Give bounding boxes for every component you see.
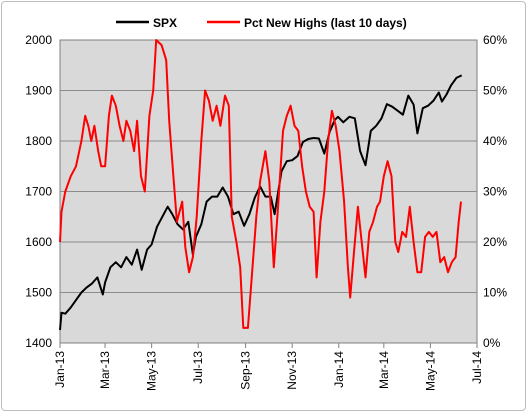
- grid-layer: [60, 90, 477, 293]
- x-tick-label: Jan-14: [332, 351, 346, 388]
- legend: SPX Pct New Highs (last 10 days): [116, 16, 407, 30]
- x-tick-label: Nov-13: [285, 351, 299, 390]
- y-left-tick-label: 1600: [25, 235, 52, 249]
- legend-label-pct-new-highs: Pct New Highs (last 10 days): [244, 16, 407, 30]
- x-tick-label: Jul-13: [191, 351, 205, 384]
- y-left-tick-label: 1900: [25, 84, 52, 98]
- y-right-tick-label: 30%: [483, 185, 507, 199]
- series-line-pct-new-highs: [59, 39, 462, 329]
- y-right-tick-label: 10%: [483, 286, 507, 300]
- series-layer: [59, 39, 463, 330]
- x-tick-label: Jan-13: [53, 351, 67, 388]
- x-tick-label: Sep-13: [239, 351, 253, 390]
- x-tick-label: May-13: [145, 351, 159, 391]
- axes-layer: 1400 1500 1600 1700 1800 1900 2000 0% 10% 20% 30% 4…: [25, 33, 507, 391]
- y-left-tick-label: 1800: [25, 134, 52, 148]
- x-tick-label: Mar-14: [377, 351, 391, 389]
- x-tick-label: May-14: [423, 351, 437, 391]
- legend-label-spx: SPX: [153, 16, 177, 30]
- y-right-tick-label: 60%: [483, 33, 507, 47]
- y-right-tick-label: 50%: [483, 84, 507, 98]
- x-tick-label: Jul-14: [470, 351, 484, 384]
- y-left-tick-label: 1400: [25, 336, 52, 350]
- series-line-spx: [59, 74, 463, 330]
- x-tick-label: Mar-13: [98, 351, 112, 389]
- y-left-tick-label: 2000: [25, 33, 52, 47]
- y-left-tick-label: 1500: [25, 286, 52, 300]
- y-right-tick-label: 40%: [483, 134, 507, 148]
- y-right-tick-label: 0%: [483, 336, 501, 350]
- y-right-tick-label: 20%: [483, 235, 507, 249]
- y-left-tick-label: 1700: [25, 185, 52, 199]
